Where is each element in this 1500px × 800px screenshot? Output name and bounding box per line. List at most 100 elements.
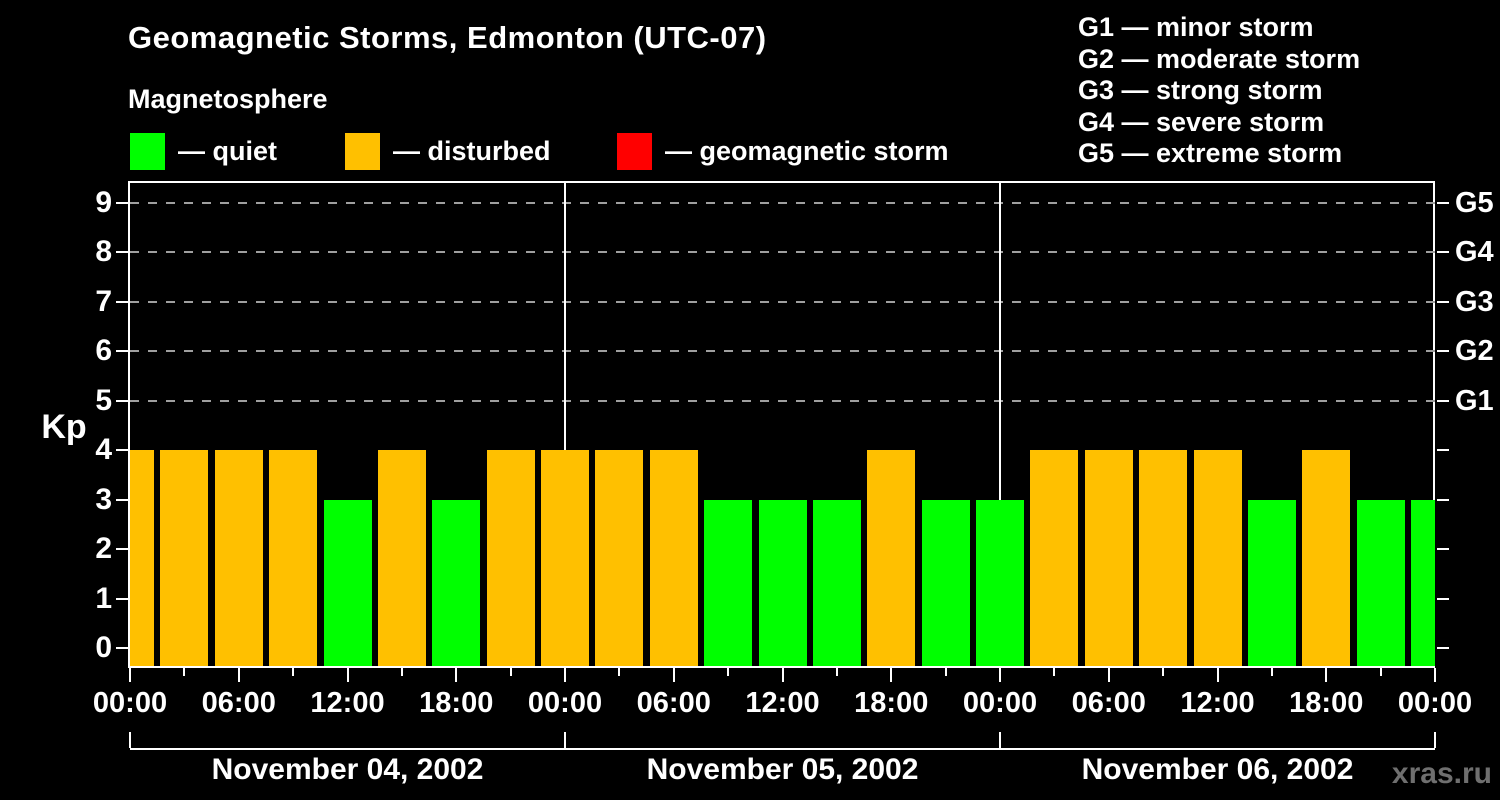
storm-scale-g2: G2 — moderate storm	[1078, 43, 1361, 74]
plot-area	[130, 183, 1435, 666]
kp-bar	[432, 499, 481, 666]
date-bracket-line	[130, 748, 1435, 750]
x-axis-tick	[727, 668, 730, 676]
x-axis-tick-label: 00:00	[92, 687, 168, 719]
y-axis-tick	[116, 399, 128, 402]
kp-bar	[1411, 499, 1435, 666]
kp-bar	[130, 450, 154, 666]
x-axis-tick-label: 06:00	[201, 687, 276, 719]
kp-bar	[1084, 450, 1133, 666]
x-axis-tick	[1216, 668, 1219, 682]
x-axis-tick	[346, 668, 349, 682]
storm-scale-g4: G4 — severe storm	[1078, 106, 1325, 137]
x-axis-tick	[781, 668, 784, 682]
kp-bar	[1030, 450, 1079, 666]
y-axis-tick	[116, 647, 128, 649]
x-axis-tick	[1162, 668, 1165, 676]
watermark: xras.ru	[1391, 757, 1492, 790]
x-axis-tick	[1379, 668, 1382, 676]
x-axis-tick	[1053, 668, 1056, 676]
x-axis-tick	[672, 668, 675, 682]
x-axis-tick-label: 00:00	[962, 687, 1038, 719]
right-axis-label-g3: G3	[1455, 285, 1494, 318]
y-axis-tick-label: 7	[95, 284, 112, 318]
x-axis-tick	[509, 668, 512, 676]
x-axis-tick	[1270, 668, 1273, 676]
kp-bar	[1302, 450, 1351, 666]
y-axis-tick	[116, 350, 128, 353]
y-axis-tick	[116, 498, 128, 501]
storm-scale-g1: G1 — minor storm	[1078, 12, 1314, 42]
x-axis-tick-label: 06:00	[636, 687, 711, 719]
y-axis-tick	[116, 202, 128, 204]
gridline-kp7	[130, 300, 1435, 303]
kp-bar	[921, 499, 970, 666]
legend-item-storm: — geomagnetic storm	[617, 133, 949, 170]
y-axis-tick-label: 8	[95, 235, 112, 269]
x-axis-tick	[183, 668, 186, 676]
disturbed-color-swatch	[345, 133, 380, 170]
date-label: November 06, 2002	[1081, 753, 1354, 786]
y-axis-tick-label: 0	[95, 631, 112, 664]
storm-scale-g3: G3 — strong storm	[1078, 75, 1323, 106]
kp-bar	[1356, 499, 1405, 666]
x-axis-tick-label: 12:00	[745, 687, 820, 719]
kp-bar	[595, 450, 644, 666]
kp-bar	[649, 450, 698, 666]
right-axis-tick	[1437, 498, 1449, 501]
gridline-kp6	[130, 350, 1435, 353]
right-axis-tick	[1437, 350, 1449, 353]
y-axis-tick	[116, 548, 128, 551]
x-axis-tick	[890, 668, 893, 682]
right-axis-label-g4: G4	[1455, 236, 1494, 269]
x-axis-tick-label: 00:00	[527, 687, 603, 719]
date-bracket-tick	[564, 732, 566, 748]
x-axis-tick	[400, 668, 403, 676]
right-axis-tick	[1437, 548, 1449, 551]
kp-bar	[758, 499, 807, 666]
quiet-color-swatch	[130, 133, 165, 170]
right-axis-tick	[1437, 597, 1449, 600]
kp-bar	[160, 450, 209, 666]
right-axis-tick	[1437, 251, 1449, 254]
legend-label-quiet: — quiet	[178, 136, 277, 166]
y-axis-tick-label: 9	[95, 186, 112, 219]
gridline-kp9	[130, 202, 1435, 204]
kp-bar	[1247, 499, 1296, 666]
kp-bar	[486, 450, 535, 666]
right-axis-tick	[1437, 647, 1449, 649]
y-axis-tick-label: 4	[95, 433, 112, 467]
x-axis-tick	[999, 668, 1001, 682]
legend-item-quiet: — quiet	[130, 133, 277, 170]
x-axis-tick-label: 06:00	[1071, 687, 1146, 719]
y-axis-title: Kp	[41, 408, 87, 446]
right-axis-label-g1: G1	[1455, 384, 1494, 417]
x-axis-tick	[944, 668, 947, 676]
kp-bar	[812, 499, 861, 666]
x-axis-tick	[618, 668, 621, 676]
storm-color-swatch	[617, 133, 652, 170]
y-axis-tick	[116, 300, 128, 303]
y-axis-tick-label: 6	[95, 334, 112, 368]
kp-bar	[541, 450, 589, 666]
x-axis-tick	[129, 668, 131, 682]
legend-item-disturbed: — disturbed	[345, 133, 551, 170]
right-axis-tick	[1437, 202, 1449, 204]
y-axis-tick-label: 1	[95, 581, 112, 615]
kp-bar	[867, 450, 916, 666]
kp-bar	[269, 450, 318, 666]
right-axis-tick	[1437, 449, 1449, 452]
x-axis-tick-label: 18:00	[854, 687, 929, 719]
x-axis-tick-label: 18:00	[1289, 687, 1364, 719]
day-boundary-line	[999, 183, 1001, 666]
x-axis-tick	[564, 668, 566, 682]
legend-label-storm: — geomagnetic storm	[665, 136, 949, 166]
right-axis-tick	[1437, 300, 1449, 303]
y-axis-tick	[116, 449, 128, 452]
x-axis-tick	[237, 668, 240, 682]
x-axis-tick	[1434, 668, 1436, 682]
x-axis-tick	[1325, 668, 1328, 682]
date-bracket-tick	[129, 732, 131, 748]
y-axis-tick	[116, 251, 128, 254]
